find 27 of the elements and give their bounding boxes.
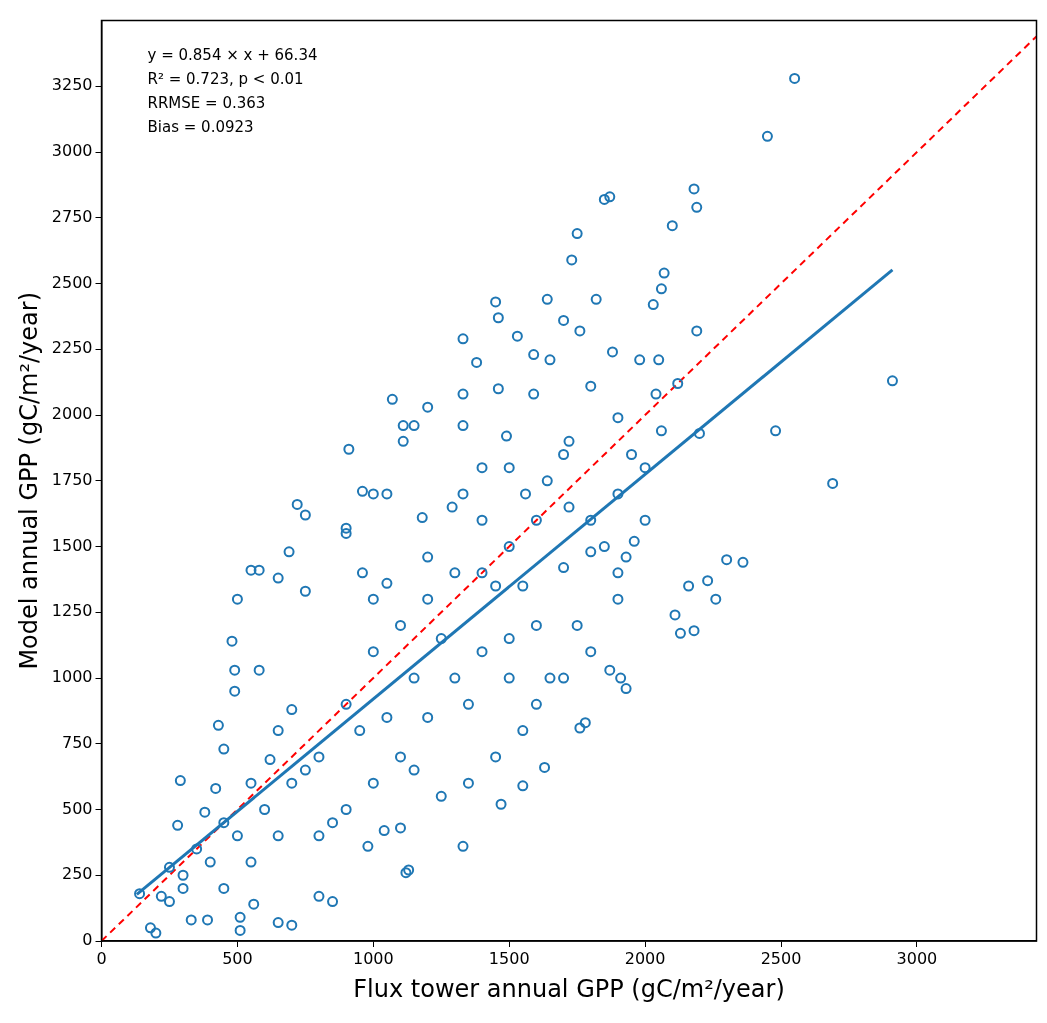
- y-tick-label: 3250: [51, 75, 93, 95]
- y-tick-label: 1750: [51, 469, 93, 489]
- annotation: y = 0.854 × x + 66.34: [147, 45, 318, 64]
- y-tick-label: 250: [61, 864, 93, 884]
- x-tick-label: 0: [96, 948, 107, 968]
- annotation: RRMSE = 0.363: [147, 93, 266, 112]
- x-tick-label: 500: [222, 948, 253, 968]
- x-tick-label: 1000: [352, 948, 394, 968]
- y-tick-label: 1500: [51, 535, 93, 555]
- y-tick-label: 750: [61, 732, 93, 752]
- x-tick-label: 1500: [488, 948, 530, 968]
- x-axis-title: Flux tower annual GPP (gC/m²/year): [353, 974, 785, 1003]
- y-tick-label: 1000: [51, 667, 93, 687]
- y-tick-label: 0: [82, 930, 93, 950]
- y-tick-label: 2500: [51, 272, 93, 292]
- y-axis-title: Model annual GPP (gC/m²/year): [14, 291, 43, 670]
- y-tick-label: 1250: [51, 601, 93, 621]
- x-tick-label: 3000: [896, 948, 938, 968]
- y-tick-label: 500: [61, 798, 93, 818]
- x-tick-label: 2000: [624, 948, 666, 968]
- y-tick-label: 2000: [51, 404, 93, 424]
- x-tick-label: 2500: [760, 948, 802, 968]
- y-tick-label: 2750: [51, 206, 93, 226]
- annotation: Bias = 0.0923: [147, 117, 254, 136]
- annotation: R² = 0.723, p < 0.01: [147, 69, 304, 88]
- y-tick-label: 3000: [51, 141, 93, 161]
- y-tick-label: 2250: [51, 338, 93, 358]
